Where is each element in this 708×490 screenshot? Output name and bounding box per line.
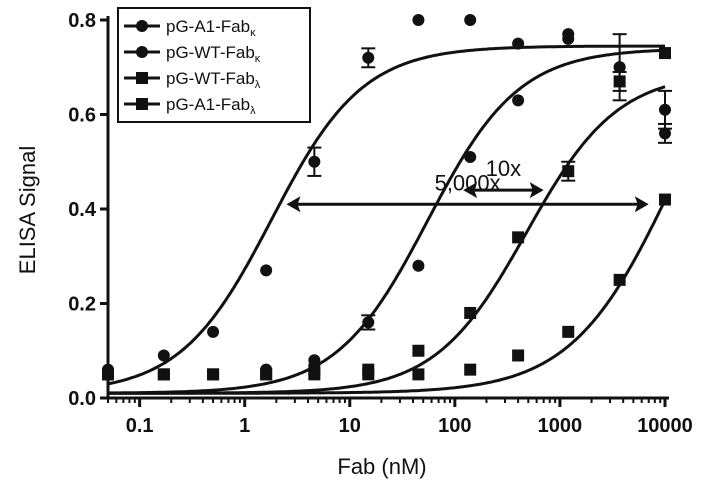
legend-label: pG-WT-Fabλ (166, 69, 261, 91)
data-point-s4 (613, 273, 626, 286)
y-tick-label: 0.4 (68, 199, 97, 221)
data-point-s2 (412, 259, 425, 272)
data-point-s2 (512, 94, 525, 107)
data-point-s1 (157, 349, 170, 362)
fit-curve-1 (107, 44, 665, 386)
y-tick-label: 0.0 (68, 388, 96, 410)
data-point-s4 (362, 368, 375, 381)
data-point-s1 (464, 14, 477, 26)
data-point-s4 (207, 368, 220, 381)
arrowhead-right (529, 182, 544, 199)
data-point-s1 (207, 325, 220, 338)
data-point-s4 (512, 349, 525, 362)
x-axis-title: Fab (nM) (337, 454, 426, 479)
data-point-s4 (157, 368, 170, 381)
x-tick-label: 1000 (538, 415, 583, 437)
data-point-s3 (659, 47, 671, 60)
data-point-s2 (659, 127, 671, 140)
data-point-s1 (362, 51, 375, 64)
data-point-s1 (412, 14, 425, 26)
data-point-s4 (659, 193, 671, 206)
data-point-s1 (308, 155, 321, 168)
data-point-s4 (308, 368, 321, 381)
data-point-s4 (260, 368, 273, 381)
legend-marker (136, 20, 148, 32)
y-axis-title: ELISA Signal (15, 146, 40, 274)
data-point-s4 (464, 363, 477, 376)
x-tick-label: 0.1 (126, 415, 154, 437)
data-point-s3 (464, 306, 477, 319)
legend-marker (136, 98, 148, 110)
data-point-s3 (613, 75, 626, 88)
legend: pG-A1-Fabκ pG-WT-Fabκ pG-WT-Fabλ pG-A1-Fabλ (117, 7, 311, 123)
fit-curve-4 (108, 199, 667, 395)
y-tick-label: 0.6 (68, 105, 96, 127)
x-tick-label: 10000 (637, 415, 693, 437)
data-point-s4 (562, 325, 575, 338)
data-point-s3 (412, 344, 425, 357)
fit-curve-3 (108, 85, 666, 395)
data-point-s3 (512, 231, 525, 244)
data-point-s2 (308, 354, 321, 367)
legend-label: pG-WT-Fabκ (166, 43, 261, 65)
arrowhead-left (463, 182, 478, 199)
data-point-s1 (659, 103, 671, 116)
legend-label: pG-A1-Fabλ (166, 95, 256, 117)
arrowhead-right (634, 196, 649, 213)
axes: 0.0 0.2 0.4 0.6 0.8 0.1 1 10 100 1000 10000 (68, 10, 693, 437)
y-tick-label: 0.8 (68, 10, 96, 32)
data-point-s2 (464, 151, 477, 164)
x-tick-label: 1 (239, 415, 250, 437)
data-point-s1 (260, 264, 273, 277)
legend-label: pG-A1-Fabκ (166, 17, 256, 39)
x-tick-label: 100 (438, 415, 471, 437)
annotation-label-2: 10x (486, 156, 521, 181)
fit-curve-2 (107, 48, 666, 395)
data-point-s2 (362, 316, 375, 329)
data-point-s4 (412, 368, 425, 381)
x-tick-label: 10 (339, 415, 361, 437)
data-point-s2 (562, 32, 575, 45)
data-point-s1 (512, 37, 525, 50)
data-point-s2 (613, 61, 626, 74)
legend-marker (136, 46, 148, 58)
arrowhead-left (286, 196, 301, 213)
y-tick-label: 0.2 (68, 294, 96, 316)
data-point-s3 (562, 165, 575, 178)
legend-marker (136, 72, 148, 84)
